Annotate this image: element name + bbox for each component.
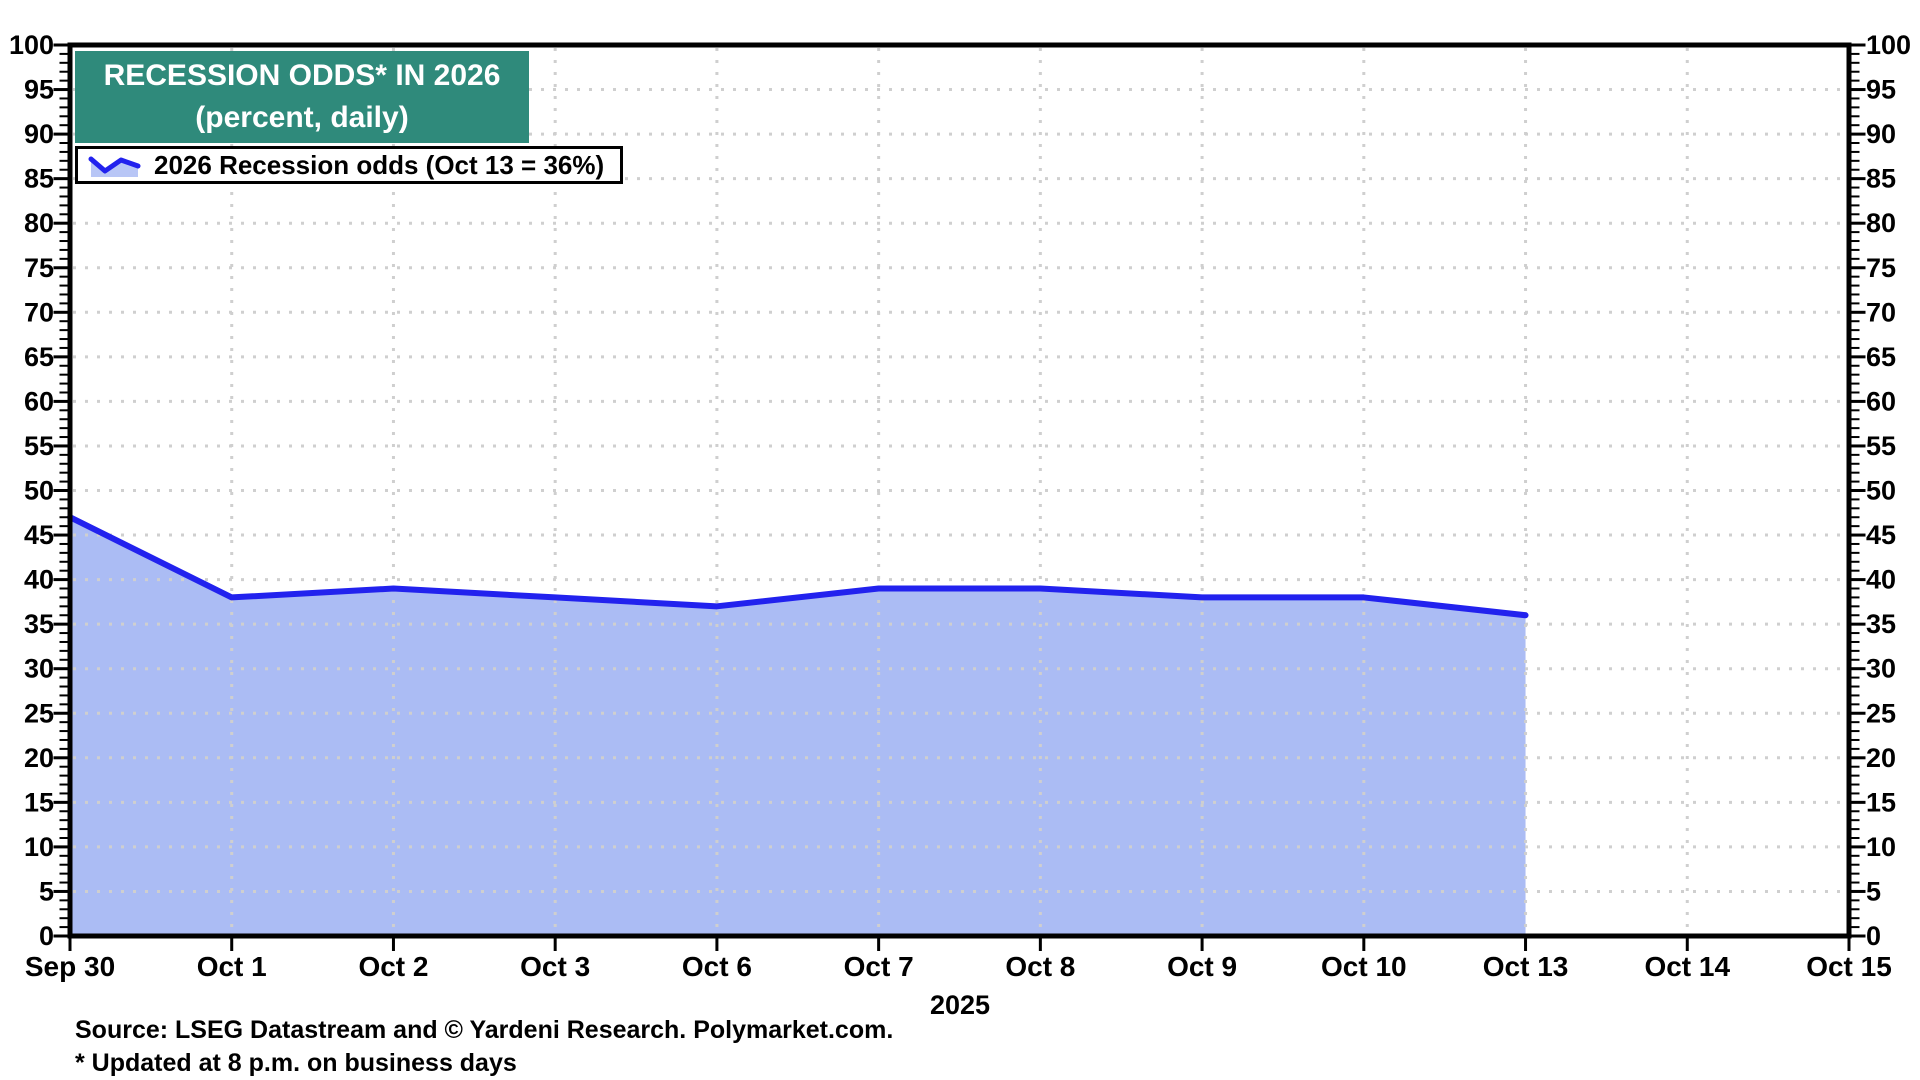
- data-line: [67, 514, 1529, 619]
- y-axis-label-left: 20: [24, 743, 54, 773]
- y-axis-label-left: 30: [24, 654, 54, 684]
- chart-title: RECESSION ODDS* IN 2026: [103, 59, 501, 92]
- x-axis-label: Oct 15: [1806, 951, 1892, 982]
- x-axis-label: Oct 9: [1167, 951, 1237, 982]
- y-axis-label-left: 60: [24, 386, 54, 416]
- x-axis-label: Sep 30: [25, 951, 115, 982]
- y-axis-label-right: 90: [1866, 119, 1896, 149]
- y-axis-label-left: 10: [24, 832, 54, 862]
- y-axis-label-right: 100: [1866, 30, 1911, 60]
- legend: 2026 Recession odds (Oct 13 = 36%): [75, 146, 623, 184]
- y-axis-label-right: 65: [1866, 342, 1896, 372]
- y-axis-label-right: 10: [1866, 832, 1896, 862]
- y-axis-label-right: 30: [1866, 654, 1896, 684]
- chart-subtitle: (percent, daily): [195, 101, 409, 134]
- y-axis-label-left: 45: [24, 520, 54, 550]
- y-axis-label-left: 40: [24, 565, 54, 595]
- plot-border: [67, 42, 1852, 939]
- y-axis-label-right: 95: [1866, 75, 1896, 105]
- y-axis-label-right: 40: [1866, 565, 1896, 595]
- source-text: Source: LSEG Datastream and © Yardeni Re…: [75, 1016, 894, 1044]
- y-axis-label-left: 55: [24, 431, 54, 461]
- legend-line-icon: [88, 156, 141, 177]
- y-axis-label-left: 90: [24, 119, 54, 149]
- y-axis-label-right: 15: [1866, 787, 1896, 817]
- y-axis-label-left: 5: [39, 876, 54, 906]
- y-axis-label-right: 70: [1866, 297, 1896, 327]
- x-axis-label: Oct 3: [520, 951, 590, 982]
- x-axis-label: Oct 7: [844, 951, 914, 982]
- y-axis-label-right: 35: [1866, 609, 1896, 639]
- y-axis-label-left: 80: [24, 208, 54, 238]
- y-axis-label-right: 5: [1866, 876, 1881, 906]
- y-axis-label-left: 75: [24, 253, 54, 283]
- y-axis-label-right: 50: [1866, 476, 1896, 506]
- area-fill: [70, 517, 1526, 936]
- x-axis-label: Oct 2: [358, 951, 428, 982]
- y-axis-label-left: 65: [24, 342, 54, 372]
- y-axis-label-left: 15: [24, 787, 54, 817]
- x-axis-label: Oct 10: [1321, 951, 1407, 982]
- x-axis-label: Oct 1: [197, 951, 267, 982]
- y-axis-label-right: 55: [1866, 431, 1896, 461]
- legend-label: 2026 Recession odds (Oct 13 = 36%): [154, 149, 605, 180]
- x-axis-label: Oct 6: [682, 951, 752, 982]
- y-axis-label-right: 0: [1866, 921, 1881, 951]
- y-axis-label-left: 95: [24, 75, 54, 105]
- x-axis-label: Oct 13: [1483, 951, 1569, 982]
- y-axis-label-right: 45: [1866, 520, 1896, 550]
- y-axis-label-right: 75: [1866, 253, 1896, 283]
- x-axis-year-label: 2025: [929, 990, 991, 1020]
- chart-title-box: RECESSION ODDS* IN 2026 (percent, daily): [75, 51, 529, 143]
- footnote-text: * Updated at 8 p.m. on business days: [75, 1049, 517, 1077]
- y-axis-label-left: 85: [24, 164, 54, 194]
- y-axis-label-right: 60: [1866, 386, 1896, 416]
- y-axis-label-left: 100: [9, 30, 54, 60]
- x-axis-label: Oct 8: [1005, 951, 1075, 982]
- y-axis-label-right: 20: [1866, 743, 1896, 773]
- y-axis-label-left: 25: [24, 698, 54, 728]
- y-axis-label-right: 80: [1866, 208, 1896, 238]
- y-axis-label-left: 50: [24, 476, 54, 506]
- y-axis-label-left: 70: [24, 297, 54, 327]
- y-axis-label-right: 85: [1866, 164, 1896, 194]
- y-axis-label-right: 25: [1866, 698, 1896, 728]
- y-axis-label-left: 35: [24, 609, 54, 639]
- x-axis-label: Oct 14: [1644, 951, 1730, 982]
- y-axis-label-left: 0: [39, 921, 54, 951]
